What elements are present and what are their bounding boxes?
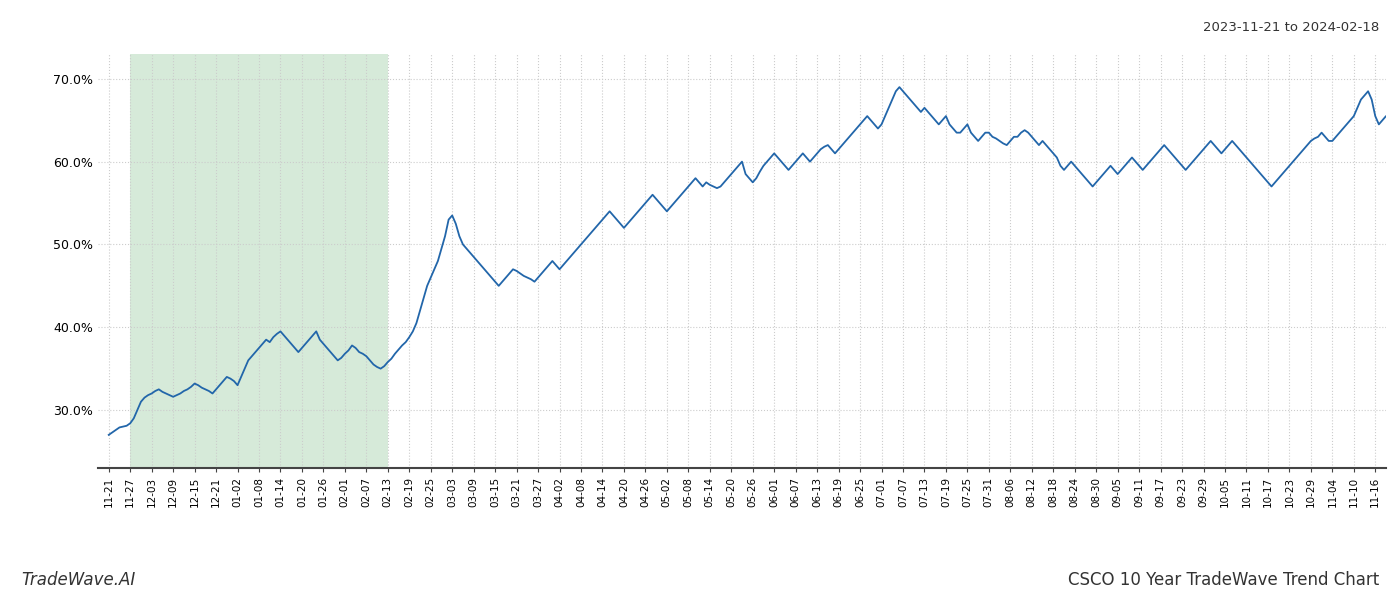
Bar <box>130 54 388 468</box>
Text: 2023-11-21 to 2024-02-18: 2023-11-21 to 2024-02-18 <box>1203 21 1379 34</box>
Text: TradeWave.AI: TradeWave.AI <box>21 571 136 589</box>
Text: CSCO 10 Year TradeWave Trend Chart: CSCO 10 Year TradeWave Trend Chart <box>1068 571 1379 589</box>
